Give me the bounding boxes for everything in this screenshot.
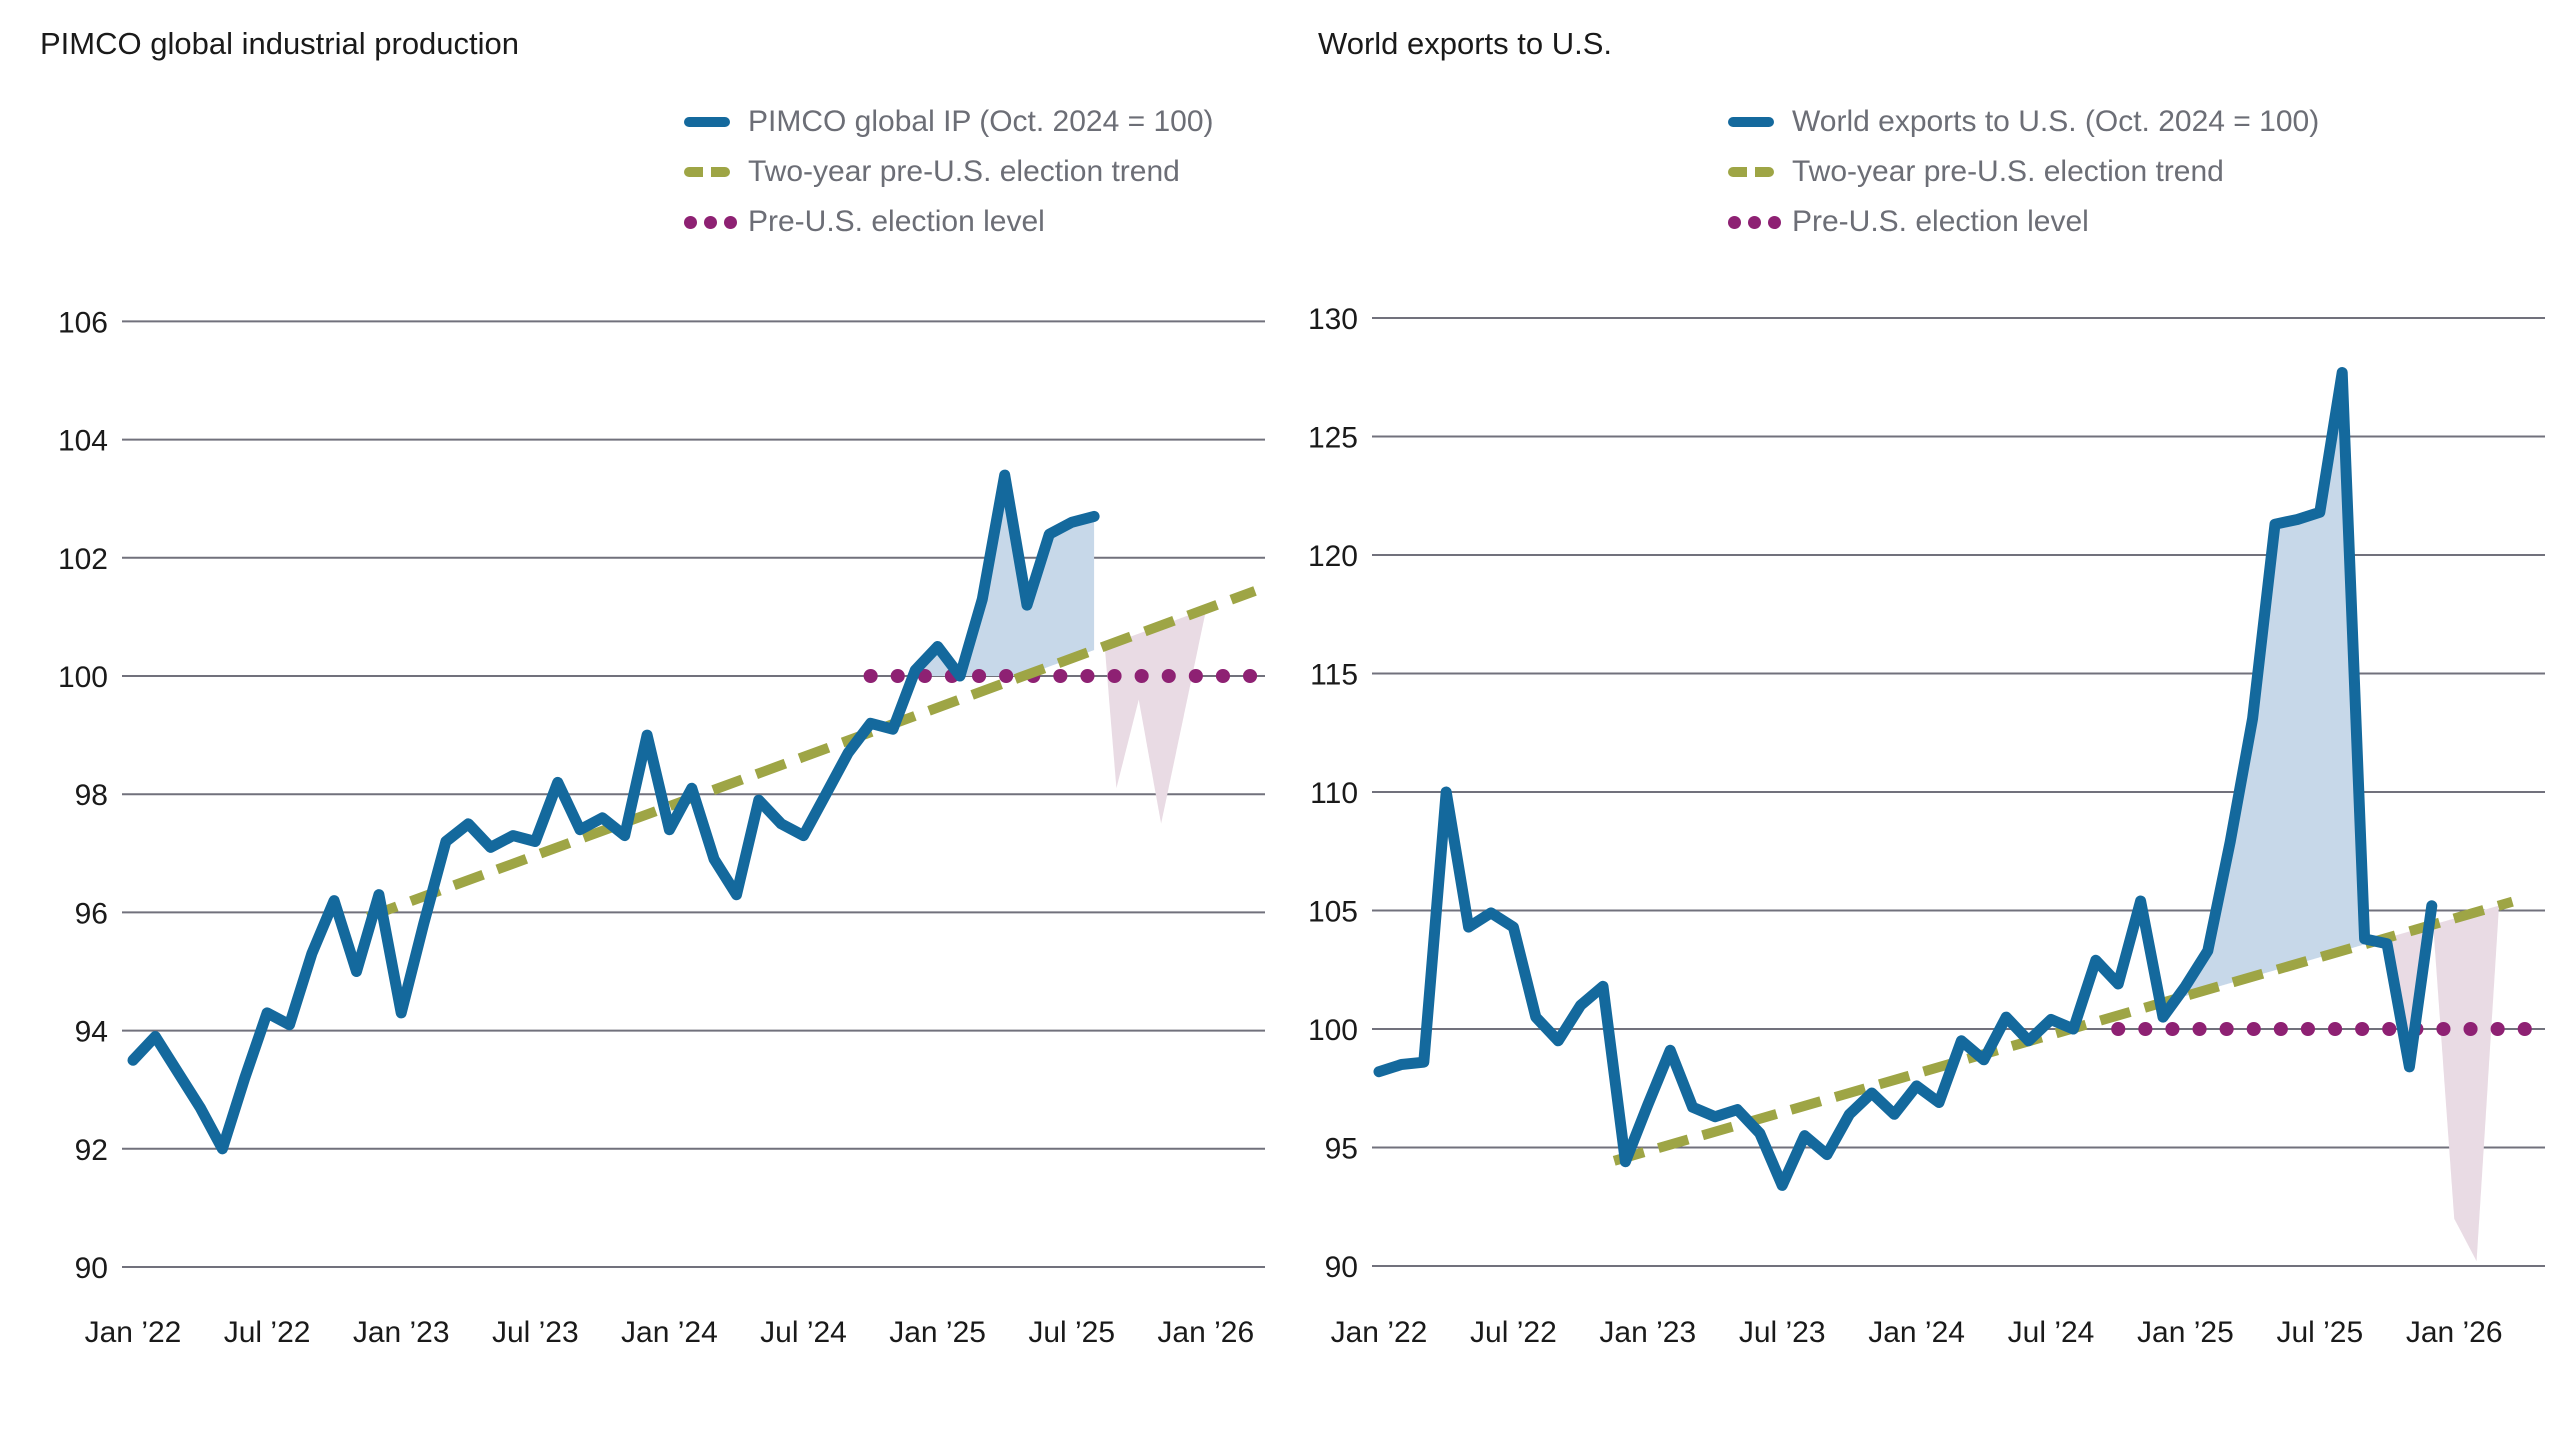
- x-tick-labels: Jan ’22 Jul ’22 Jan ’23 Jul ’23 Jan ’24 Jul ’…: [1331, 1316, 2503, 1349]
- series-line-swatch-icon: [1728, 117, 1774, 127]
- trend-dash-swatch-icon: [684, 167, 730, 177]
- below-trend-fill: [2433, 905, 2499, 1262]
- legend-label: Pre-U.S. election level: [748, 205, 1045, 238]
- left-chart-title: PIMCO global industrial production: [40, 26, 520, 61]
- y-tick-label: 125: [1308, 422, 1358, 455]
- x-tick-label: Jan ’23: [353, 1316, 450, 1349]
- trend-dashed-line: [365, 586, 1257, 922]
- legend-label: Two-year pre-U.S. election trend: [748, 155, 1180, 188]
- y-tick-label: 95: [1325, 1133, 1358, 1166]
- x-tick-label: Jan ’24: [1868, 1316, 1965, 1349]
- right-chart-title: World exports to U.S.: [1318, 26, 1613, 61]
- y-tick-label: 92: [75, 1134, 108, 1167]
- below-trend-fill: [2376, 925, 2429, 1067]
- left-chart-legend: PIMCO global IP (Oct. 2024 = 100) Two-ye…: [684, 97, 1214, 247]
- y-tick-label: 115: [1310, 659, 1358, 692]
- gridlines-and-yticks: 90 95 100 105 110 115 120 125 130: [1308, 303, 2545, 1284]
- above-trend-fill: [960, 475, 1095, 676]
- y-tick-label: 100: [1308, 1014, 1358, 1047]
- x-tick-label: Jul ’22: [1470, 1316, 1557, 1349]
- x-tick-label: Jul ’24: [2008, 1316, 2095, 1349]
- x-tick-label: Jan ’23: [1599, 1316, 1696, 1349]
- y-tick-label: 100: [58, 661, 108, 694]
- x-tick-label: Jan ’25: [889, 1316, 986, 1349]
- x-tick-label: Jul ’23: [1739, 1316, 1826, 1349]
- y-tick-label: 120: [1308, 540, 1358, 573]
- x-tick-label: Jul ’25: [1028, 1316, 1115, 1349]
- series-line: [1373, 367, 2438, 1191]
- x-tick-labels: Jan ’22 Jul ’22 Jan ’23 Jul ’23 Jan ’24 Jul ’…: [85, 1316, 1255, 1349]
- x-tick-label: Jul ’24: [760, 1316, 847, 1349]
- level-dots-swatch-icon: [684, 215, 697, 229]
- y-tick-label: 106: [58, 306, 108, 339]
- y-tick-label: 105: [1308, 896, 1358, 929]
- x-tick-label: Jan ’26: [2406, 1316, 2503, 1349]
- y-tick-label: 110: [1310, 777, 1358, 810]
- legend-item-series: PIMCO global IP (Oct. 2024 = 100): [684, 97, 1214, 147]
- x-tick-label: Jan ’26: [1157, 1316, 1254, 1349]
- y-tick-label: 96: [75, 897, 108, 930]
- y-tick-label: 94: [75, 1016, 108, 1049]
- x-tick-label: Jan ’25: [2137, 1316, 2234, 1349]
- legend-label: PIMCO global IP (Oct. 2024 = 100): [748, 105, 1214, 138]
- legend-item-level: Pre-U.S. election level: [1728, 197, 2319, 247]
- trend-dashed-line: [1612, 896, 2514, 1166]
- trend-dash-swatch-icon: [1728, 167, 1774, 177]
- y-tick-label: 102: [58, 543, 108, 576]
- legend-item-series: World exports to U.S. (Oct. 2024 = 100): [1728, 97, 2319, 147]
- x-tick-label: Jan ’22: [85, 1316, 182, 1349]
- legend-label: Two-year pre-U.S. election trend: [1792, 155, 2224, 188]
- legend-item-trend: Two-year pre-U.S. election trend: [684, 147, 1214, 197]
- below-trend-fill: [1104, 609, 1206, 824]
- level-dots-swatch-icon: [1728, 215, 1741, 229]
- legend-label: World exports to U.S. (Oct. 2024 = 100): [1792, 105, 2320, 138]
- y-tick-label: 130: [1308, 303, 1358, 336]
- series-line-swatch-icon: [684, 117, 730, 127]
- legend-item-trend: Two-year pre-U.S. election trend: [1728, 147, 2319, 197]
- legend-label: Pre-U.S. election level: [1792, 205, 2089, 238]
- x-tick-label: Jan ’22: [1331, 1316, 1428, 1349]
- x-tick-label: Jul ’23: [492, 1316, 579, 1349]
- x-tick-label: Jan ’24: [621, 1316, 718, 1349]
- legend-item-level: Pre-U.S. election level: [684, 197, 1214, 247]
- y-tick-label: 98: [75, 779, 108, 812]
- right-chart-legend: World exports to U.S. (Oct. 2024 = 100) …: [1728, 97, 2319, 247]
- x-tick-label: Jul ’22: [224, 1316, 311, 1349]
- series-line: [127, 469, 1100, 1155]
- y-tick-label: 90: [75, 1252, 108, 1285]
- y-tick-label: 90: [1325, 1251, 1358, 1284]
- x-tick-label: Jul ’25: [2276, 1316, 2363, 1349]
- y-tick-label: 104: [58, 425, 108, 458]
